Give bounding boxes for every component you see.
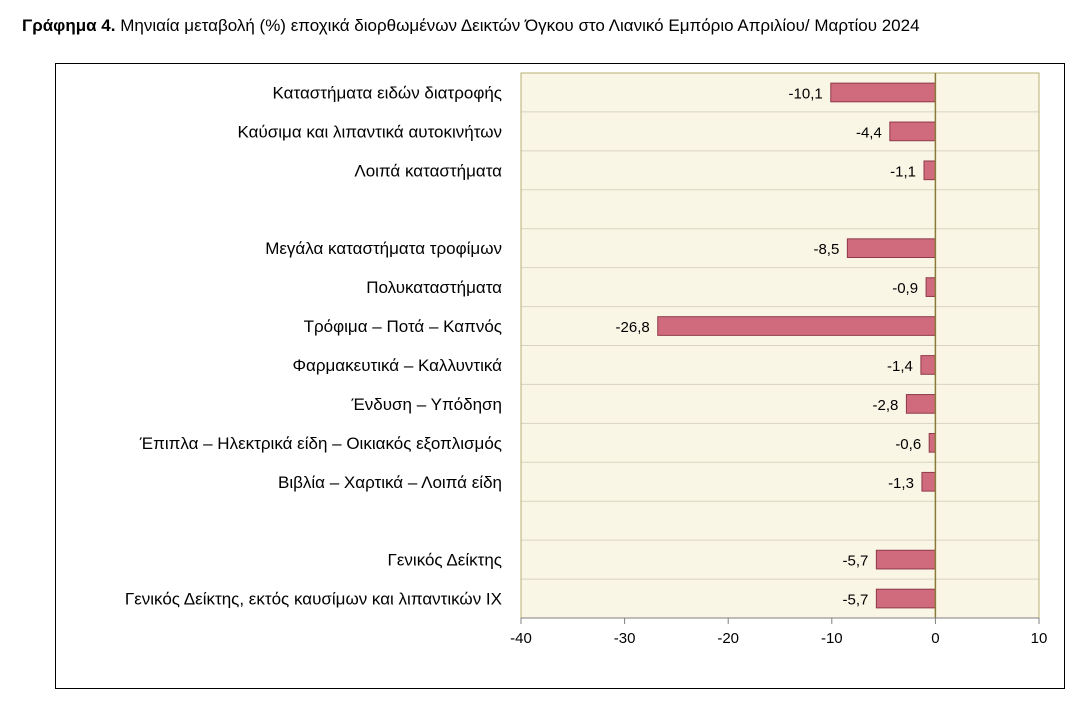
chart-title: Γράφημα 4. Μηνιαία μεταβολή (%) εποχικά … [22, 16, 920, 36]
x-tick-label: -20 [717, 630, 739, 647]
data-label: -10,1 [789, 85, 823, 102]
bar-chart: Καταστήματα ειδών διατροφής -10,1 Καύσιμα … [125, 72, 1048, 647]
category-label: Μεγάλα καταστήματα τροφίμων [265, 239, 502, 258]
bar [889, 121, 936, 142]
bar [921, 471, 936, 492]
x-tick-label: 0 [931, 630, 939, 647]
category-label: Έπιπλα – Ηλεκτρικά είδη – Οικιακός εξοπλ… [139, 434, 502, 453]
x-tick-label: -30 [614, 630, 636, 647]
category-label: Τρόφιμα – Ποτά – Καπνός [304, 317, 502, 336]
bar [875, 549, 936, 570]
data-label: -2,8 [873, 397, 899, 414]
data-label: -1,3 [888, 475, 914, 492]
category-label: Βιβλία – Χαρτικά – Λοιπά είδη [278, 473, 502, 492]
data-label: -5,7 [842, 553, 868, 570]
category-label: Λοιπά καταστήματα [354, 161, 502, 180]
chart-title-text: Μηνιαία μεταβολή (%) εποχικά διορθωμένων… [120, 16, 920, 35]
x-tick-label: 10 [1031, 630, 1048, 647]
bar [925, 277, 936, 297]
x-tick-label: -10 [821, 630, 843, 647]
data-label: -1,4 [887, 358, 913, 375]
bar [905, 394, 936, 414]
bar [846, 238, 936, 259]
data-label: -4,4 [856, 124, 882, 141]
category-label: Φαρμακευτικά – Καλλυντικά [292, 356, 502, 375]
bar [920, 355, 936, 375]
bar [923, 160, 936, 181]
chart-frame: Καταστήματα ειδών διατροφής -10,1 Καύσιμα … [55, 63, 1065, 689]
data-label: -0,9 [892, 280, 918, 297]
bar [875, 588, 936, 609]
data-label: -5,7 [842, 592, 868, 609]
category-label: Καταστήματα ειδών διατροφής [273, 83, 502, 102]
category-label: Γενικός Δείκτης, εκτός καυσίμων και λιπα… [125, 590, 502, 609]
data-label: -1,1 [890, 163, 916, 180]
x-tick-label: -40 [510, 630, 532, 647]
chart-title-prefix: Γράφημα 4. [22, 16, 116, 35]
category-label: Γενικός Δείκτης [387, 551, 502, 570]
bar [657, 316, 936, 336]
category-label: Πολυκαταστήματα [366, 278, 502, 297]
category-label: Ένδυση – Υπόδηση [350, 395, 502, 414]
bar [830, 82, 936, 103]
data-label: -26,8 [616, 319, 650, 336]
category-label: Καύσιμα και λιπαντικά αυτοκινήτων [238, 122, 502, 141]
data-label: -0,6 [895, 436, 921, 453]
data-label: -8,5 [813, 241, 839, 258]
bar [928, 432, 936, 453]
